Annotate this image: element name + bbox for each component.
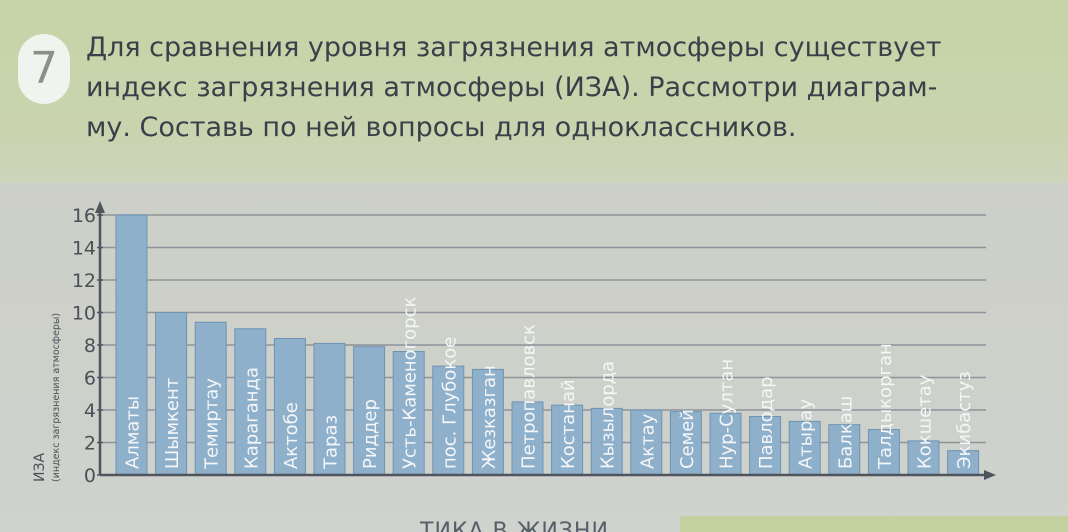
- category-label: Усть-Каменогорск: [400, 297, 421, 469]
- footer-heading: ТИКА В ЖИЗНИ: [420, 519, 609, 532]
- task-number: 7: [18, 34, 70, 104]
- category-label: Нур-Султан: [717, 359, 738, 469]
- category-label: Костанай: [558, 379, 579, 469]
- bar: [194, 321, 227, 476]
- pollution-index-chart: 0 2 4 6 8 10 12 14 16 Алматы Шымкент Темиртау Карага…: [32, 201, 996, 487]
- category-label: Павлодар: [756, 376, 777, 469]
- bar: [432, 365, 465, 476]
- category-label: Шымкент: [162, 378, 183, 469]
- y-tick-label: 6: [84, 368, 96, 390]
- y-axis-arrow: [95, 201, 105, 213]
- category-label: Талдыкорган: [875, 343, 896, 470]
- bar: [867, 429, 900, 476]
- category-label: Экибастуз: [954, 371, 975, 469]
- y-tick-label: 16: [72, 205, 96, 227]
- bar: [828, 424, 861, 476]
- footer-box: [680, 516, 1068, 532]
- category-label: Балкаш: [835, 396, 856, 469]
- task-text-line: му. Составь по ней вопросы для однокласс…: [86, 112, 797, 143]
- bar: [353, 346, 386, 476]
- bar: [630, 409, 663, 476]
- y-axis-subtitle: (индекс загрязнения атмосферы): [51, 313, 62, 482]
- y-tick-label: 12: [72, 270, 96, 292]
- category-label: Семей: [677, 409, 698, 469]
- category-label: Атырау: [796, 399, 817, 469]
- task-box: 7 Для сравнения уровня загрязнения атмос…: [0, 0, 1068, 182]
- bar: [234, 328, 267, 476]
- bar: [709, 412, 742, 476]
- y-tick-label: 0: [84, 465, 96, 487]
- category-label: Жезказган: [479, 365, 500, 469]
- x-axis-arrow: [984, 470, 996, 480]
- category-label: Темиртау: [202, 378, 223, 470]
- category-label: Петропавловск: [519, 324, 540, 469]
- bar: [392, 351, 425, 476]
- category-label: Тараз: [321, 415, 342, 470]
- category-label: Алматы: [123, 396, 144, 469]
- bar: [749, 416, 782, 476]
- bar: [115, 214, 148, 476]
- category-label: Караганда: [241, 367, 262, 469]
- y-tick-label: 14: [72, 238, 96, 260]
- y-tick-label: 10: [72, 303, 96, 325]
- bar: [313, 342, 346, 476]
- bar: [551, 404, 584, 476]
- y-tick-label: 4: [84, 400, 96, 422]
- bar: [590, 407, 623, 476]
- bar: [511, 401, 544, 476]
- y-axis-title: ИЗА: [32, 453, 48, 482]
- y-tick-label: 8: [84, 335, 96, 357]
- bar: [273, 338, 306, 476]
- category-label: пос. Глубокое: [439, 337, 460, 469]
- category-label: Кызылорда: [598, 361, 619, 469]
- category-label: Риддер: [360, 399, 381, 469]
- task-text: Для сравнения уровня загрязнения атмосфе…: [86, 28, 1026, 148]
- bar: [907, 440, 940, 476]
- task-text-line: индекс загрязнения атмосферы (ИЗА). Расс…: [86, 72, 938, 103]
- category-label: Актобе: [281, 402, 302, 469]
- y-tick-label: 2: [84, 433, 96, 455]
- bar: [155, 312, 188, 476]
- category-label: Актау: [637, 413, 658, 469]
- bar: [669, 411, 702, 476]
- category-label: Кокшетау: [915, 374, 936, 469]
- task-text-line: Для сравнения уровня загрязнения атмосфе…: [86, 32, 942, 63]
